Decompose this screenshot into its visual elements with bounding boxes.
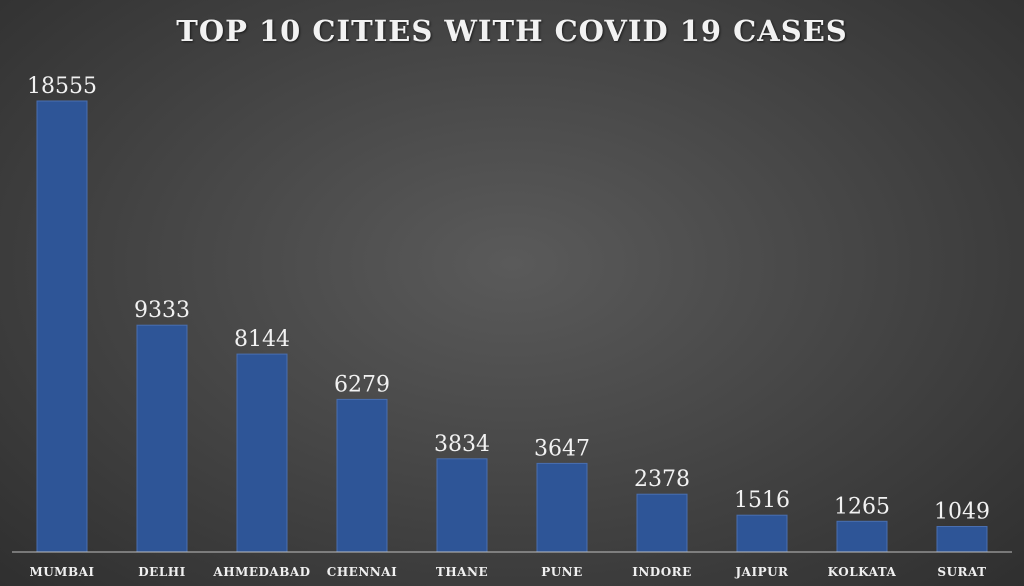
category-label-pune: PUNE xyxy=(541,565,583,579)
bar-kolkata xyxy=(836,520,888,553)
value-label-chennai: 6279 xyxy=(334,372,390,397)
value-label-ahmedabad: 8144 xyxy=(234,327,290,352)
bar-chennai xyxy=(336,398,388,553)
labels-layer: 18555 MUMBAI 9333 DELHI 8144 AHMEDABAD 6279 CHE… xyxy=(27,74,990,579)
value-label-pune: 3647 xyxy=(534,436,590,461)
bar-jaipur xyxy=(736,514,788,553)
category-label-jaipur: JAIPUR xyxy=(734,565,789,579)
chart-title: Top 10 cities with COVID 19 cases xyxy=(176,14,848,48)
category-label-surat: SURAT xyxy=(937,565,986,579)
category-label-mumbai: MUMBAI xyxy=(29,565,94,579)
value-label-delhi: 9333 xyxy=(134,298,190,323)
category-label-kolkata: KOLKATA xyxy=(828,565,897,579)
category-label-indore: INDORE xyxy=(632,565,692,579)
value-label-kolkata: 1265 xyxy=(834,494,890,519)
category-label-delhi: DELHI xyxy=(138,565,185,579)
value-label-thane: 3834 xyxy=(434,432,490,457)
value-label-mumbai: 18555 xyxy=(27,74,97,99)
bar-mumbai xyxy=(36,100,88,553)
bar-pune xyxy=(536,462,588,553)
category-label-thane: THANE xyxy=(436,565,488,579)
bars-layer xyxy=(36,100,988,553)
category-label-chennai: CHENNAI xyxy=(327,565,397,579)
category-label-ahmedabad: AHMEDABAD xyxy=(212,565,310,579)
bar-indore xyxy=(636,493,688,553)
value-label-jaipur: 1516 xyxy=(734,488,790,513)
bar-ahmedabad xyxy=(236,353,288,553)
bar-delhi xyxy=(136,324,188,553)
bar-surat xyxy=(936,526,988,553)
value-label-surat: 1049 xyxy=(934,500,990,525)
value-label-indore: 2378 xyxy=(634,467,690,492)
bar-thane xyxy=(436,458,488,553)
